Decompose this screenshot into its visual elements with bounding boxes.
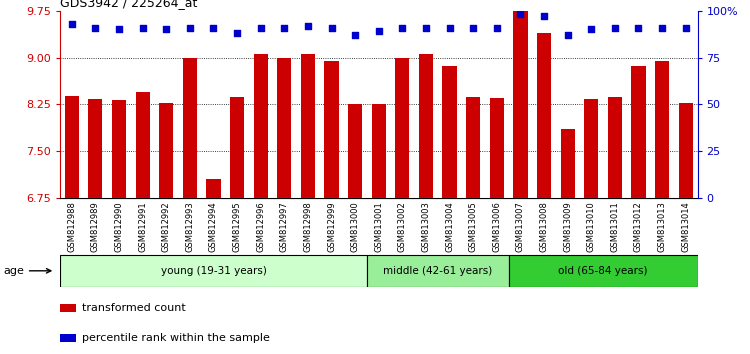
Point	[89, 25, 101, 30]
Text: GSM813002: GSM813002	[398, 201, 406, 252]
Text: GSM813012: GSM813012	[634, 201, 643, 252]
Text: transformed count: transformed count	[82, 303, 186, 313]
Point	[396, 25, 408, 30]
Bar	[490, 98, 504, 198]
Point	[538, 13, 550, 19]
Bar	[537, 33, 551, 198]
Bar	[560, 130, 574, 198]
Text: GSM813000: GSM813000	[351, 201, 360, 252]
Bar	[372, 104, 386, 198]
Bar	[348, 104, 362, 198]
Point	[160, 27, 172, 32]
Text: GSM813007: GSM813007	[516, 201, 525, 252]
Text: GSM813014: GSM813014	[681, 201, 690, 252]
Bar	[513, 11, 527, 198]
Bar	[509, 255, 698, 287]
Text: GSM813004: GSM813004	[445, 201, 454, 252]
Text: GSM812999: GSM812999	[327, 201, 336, 252]
Point	[184, 25, 196, 30]
Text: GSM813003: GSM813003	[422, 201, 430, 252]
Point	[585, 27, 597, 32]
Point	[326, 25, 338, 30]
Bar	[466, 97, 480, 198]
Text: GSM812991: GSM812991	[138, 201, 147, 252]
Point	[443, 25, 455, 30]
Text: GSM812993: GSM812993	[185, 201, 194, 252]
Point	[420, 25, 432, 30]
Point	[113, 27, 125, 32]
Bar	[679, 103, 693, 198]
Bar	[632, 65, 646, 198]
Point	[467, 25, 479, 30]
Text: GSM813005: GSM813005	[469, 201, 478, 252]
Text: GSM813010: GSM813010	[586, 201, 596, 252]
Point	[302, 23, 314, 28]
Point	[514, 12, 526, 17]
Text: GSM813006: GSM813006	[492, 201, 501, 252]
Point	[656, 25, 668, 30]
Bar	[608, 97, 622, 198]
Text: GSM812990: GSM812990	[115, 201, 124, 252]
Bar	[60, 334, 76, 342]
Text: GSM813011: GSM813011	[610, 201, 620, 252]
Bar	[278, 57, 292, 198]
Text: GSM812997: GSM812997	[280, 201, 289, 252]
Text: GSM813009: GSM813009	[563, 201, 572, 252]
Point	[350, 32, 361, 38]
Bar	[60, 255, 367, 287]
Bar	[301, 55, 315, 198]
Text: middle (42-61 years): middle (42-61 years)	[383, 266, 493, 276]
Text: GSM812992: GSM812992	[162, 201, 171, 252]
Point	[208, 25, 220, 30]
Point	[373, 28, 385, 34]
Text: percentile rank within the sample: percentile rank within the sample	[82, 333, 270, 343]
Point	[680, 25, 692, 30]
Bar	[442, 65, 457, 198]
Bar	[254, 55, 268, 198]
Point	[255, 25, 267, 30]
Bar	[112, 100, 126, 198]
Point	[562, 32, 574, 38]
Point	[632, 25, 644, 30]
Bar	[419, 55, 433, 198]
Text: old (65-84 years): old (65-84 years)	[558, 266, 648, 276]
Bar	[367, 255, 509, 287]
Bar	[64, 96, 79, 198]
Bar	[60, 304, 76, 312]
Point	[490, 25, 502, 30]
Text: GSM813001: GSM813001	[374, 201, 383, 252]
Text: age: age	[3, 266, 51, 276]
Bar	[206, 179, 220, 198]
Bar	[325, 61, 338, 198]
Text: GSM812988: GSM812988	[68, 201, 76, 252]
Text: GSM813008: GSM813008	[539, 201, 548, 252]
Text: GSM812989: GSM812989	[91, 201, 100, 252]
Text: GSM812994: GSM812994	[209, 201, 218, 252]
Bar	[230, 97, 244, 198]
Text: young (19-31 years): young (19-31 years)	[160, 266, 266, 276]
Point	[136, 25, 148, 30]
Bar	[159, 103, 173, 198]
Text: GSM812996: GSM812996	[256, 201, 265, 252]
Text: GDS3942 / 225264_at: GDS3942 / 225264_at	[60, 0, 197, 10]
Text: GSM812995: GSM812995	[232, 201, 242, 252]
Text: GSM813013: GSM813013	[658, 201, 667, 252]
Bar	[655, 61, 669, 198]
Bar	[136, 92, 150, 198]
Point	[609, 25, 621, 30]
Bar	[183, 57, 197, 198]
Text: GSM812998: GSM812998	[304, 201, 313, 252]
Bar	[584, 99, 598, 198]
Point	[66, 21, 78, 27]
Bar	[395, 57, 410, 198]
Point	[231, 30, 243, 36]
Bar	[88, 99, 103, 198]
Point	[278, 25, 290, 30]
